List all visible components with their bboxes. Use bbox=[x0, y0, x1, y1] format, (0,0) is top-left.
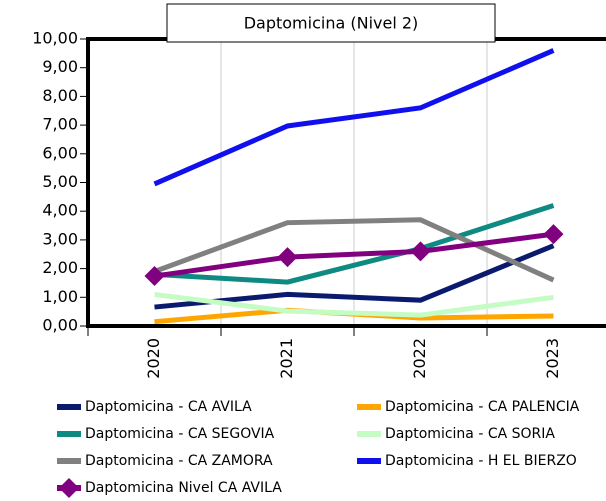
legend-label: Daptomicina Nivel CA AVILA bbox=[85, 480, 282, 496]
series-line bbox=[153, 217, 555, 283]
y-tick-label: 7,00 bbox=[42, 115, 78, 134]
y-tick-label: 1,00 bbox=[42, 287, 78, 306]
chart-title: Daptomicina (Nivel 2) bbox=[244, 14, 419, 33]
point-marker bbox=[144, 266, 165, 287]
series-line bbox=[153, 48, 555, 187]
legend-label: Daptomicina - CA AVILA bbox=[85, 399, 252, 415]
y-tick-label: 4,00 bbox=[42, 201, 78, 220]
x-tick-label: 2022 bbox=[410, 338, 429, 379]
title-box bbox=[166, 3, 496, 43]
y-tick-label: 3,00 bbox=[42, 229, 78, 248]
point-marker bbox=[543, 224, 564, 245]
y-tick-label: 8,00 bbox=[42, 86, 78, 105]
legend-label: Daptomicina - H EL BIERZO bbox=[385, 453, 577, 469]
series-line bbox=[154, 231, 554, 279]
point-marker bbox=[277, 247, 298, 268]
x-tick-label: 2023 bbox=[543, 338, 562, 379]
point-marker bbox=[410, 241, 431, 262]
legend-marker bbox=[59, 478, 79, 498]
series-line bbox=[154, 291, 554, 318]
legend-label: Daptomicina - CA ZAMORA bbox=[85, 453, 273, 469]
series-line bbox=[154, 203, 555, 285]
y-tick-label: 9,00 bbox=[42, 57, 78, 76]
y-tick-label: 0,00 bbox=[42, 316, 78, 335]
legend-label: Daptomicina - CA PALENCIA bbox=[385, 399, 580, 415]
x-tick-label: 2020 bbox=[144, 338, 163, 379]
y-tick-label: 5,00 bbox=[42, 172, 78, 191]
legend-label: Daptomicina - CA SORIA bbox=[385, 426, 555, 442]
y-tick-label: 6,00 bbox=[42, 143, 78, 162]
legend-label: Daptomicina - CA SEGOVIA bbox=[85, 426, 275, 442]
y-tick-label: 10,00 bbox=[32, 29, 78, 48]
y-tick-label: 2,00 bbox=[42, 258, 78, 277]
x-tick-label: 2021 bbox=[277, 338, 296, 379]
